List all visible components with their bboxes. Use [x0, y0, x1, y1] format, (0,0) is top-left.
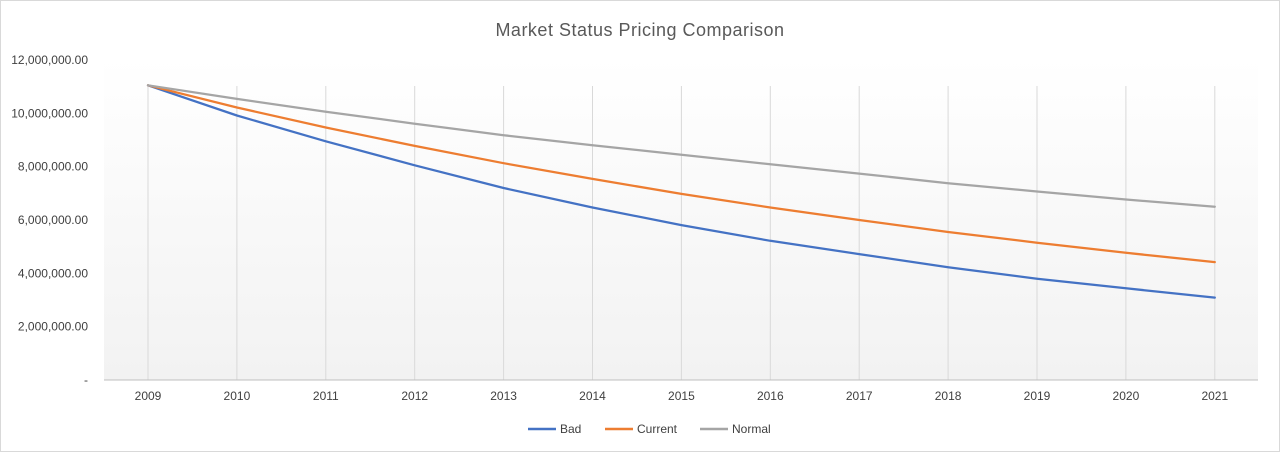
x-axis: 2009 2010 2011 2012 2013 2014 2015 2016 2017 2018…	[104, 379, 1258, 403]
x-tick-label: 2019	[1024, 389, 1051, 403]
series-line-normal	[146, 84, 1216, 208]
x-tick-label: 2017	[846, 389, 873, 403]
y-tick-label: 6,000,000.00	[18, 213, 88, 227]
x-tick-label: 2020	[1113, 389, 1140, 403]
y-tick-label: 2,000,000.00	[18, 320, 88, 334]
series-line-current	[146, 84, 1216, 264]
y-tick-label: 8,000,000.00	[18, 160, 88, 174]
x-tick-label: 2011	[313, 389, 339, 403]
y-tick-label: 10,000,000.00	[11, 106, 88, 120]
x-tick-label: 2021	[1201, 389, 1228, 403]
x-tick-label: 2018	[935, 389, 962, 403]
y-axis: - 2,000,000.00 4,000,000.00 6,000,000.00 8,0…	[11, 53, 88, 387]
y-tick-label: 4,000,000.00	[18, 266, 88, 280]
x-tick-label: 2012	[401, 389, 428, 403]
x-tick-label: 2013	[490, 389, 517, 403]
x-tick-label: 2016	[757, 389, 784, 403]
chart-title: Market Status Pricing Comparison	[495, 20, 784, 40]
y-tick-label: -	[84, 373, 88, 387]
legend-label-bad: Bad	[560, 422, 581, 436]
legend-label-current: Current	[637, 422, 678, 436]
x-tick-label: 2009	[135, 389, 162, 403]
legend-label-normal: Normal	[732, 422, 771, 436]
legend: Bad Current Normal	[528, 422, 771, 436]
grid-lines	[147, 86, 1216, 380]
series-line-bad	[146, 84, 1216, 299]
y-tick-label: 12,000,000.00	[11, 53, 88, 67]
x-tick-label: 2010	[224, 389, 251, 403]
x-tick-label: 2014	[579, 389, 606, 403]
series-lines	[146, 84, 1216, 299]
x-tick-label: 2015	[668, 389, 695, 403]
